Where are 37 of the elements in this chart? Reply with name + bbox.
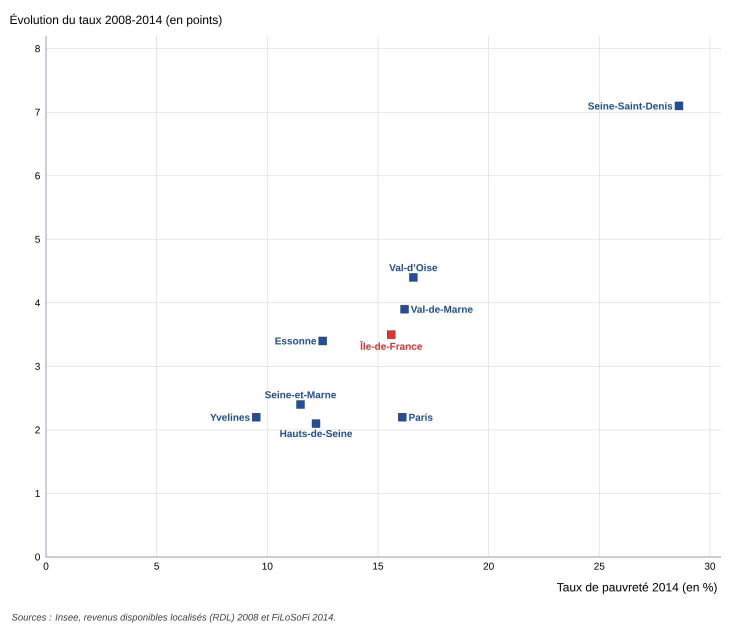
x-tick-label: 30: [704, 562, 716, 570]
point: [398, 413, 407, 422]
point: [387, 330, 396, 339]
x-tick-label: 25: [594, 562, 604, 570]
x-tick-label: 10: [262, 562, 272, 570]
source-note: Sources : Insee, revenus disponibles localisés (RDL) 2008 et FiLoSoFi 2014.: [12, 614, 335, 622]
y-axis-title: Évolution du taux 2008-2014 (en points): [10, 14, 222, 26]
y-tick-label: 7: [35, 108, 40, 116]
y-tick-label: 4: [35, 299, 40, 306]
y-tick-label: 3: [35, 362, 40, 370]
series-label: Île-de-France: [360, 340, 422, 350]
y-tick-label: 1: [36, 490, 40, 497]
y-tick-label: 6: [35, 172, 40, 180]
series-label: Yvelines: [210, 414, 250, 421]
point: [312, 419, 320, 428]
series-label: Val-de-Marne: [410, 306, 473, 313]
series-label: Val-d’Oise: [389, 264, 438, 272]
y-tick-label: 0: [35, 553, 40, 561]
x-tick-label: 20: [484, 562, 494, 570]
x-axis-title: Taux de pauvreté 2014 (en %): [556, 582, 717, 594]
series-label: Seine-et-Marne: [264, 390, 336, 398]
series-label: Hauts-de-Seine: [280, 430, 352, 438]
x-tick-label: 0: [44, 562, 48, 570]
series-label: Seine-Saint-Denis: [588, 102, 672, 110]
point: [400, 305, 409, 314]
series-label: Essonne: [275, 337, 316, 344]
x-tick-label: 15: [373, 562, 384, 570]
x-tick-label: 5: [154, 562, 160, 570]
y-tick-label: 2: [35, 426, 40, 434]
y-tick-label: 5: [35, 236, 40, 243]
y-tick-label: 8: [35, 45, 40, 52]
point: [252, 413, 260, 422]
point: [409, 273, 418, 282]
point: [296, 400, 305, 409]
point: [318, 336, 327, 346]
point: [674, 102, 684, 110]
series-label: Paris: [409, 414, 433, 421]
